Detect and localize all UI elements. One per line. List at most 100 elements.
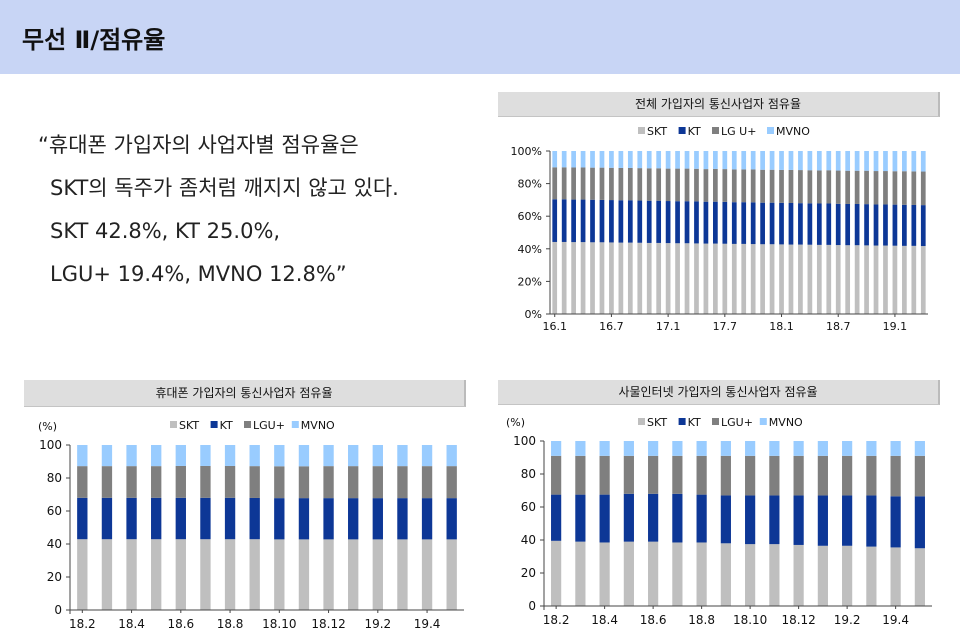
bar-segment-kt (627, 200, 633, 243)
bar-segment-skt (892, 245, 898, 314)
bar-segment-kt (864, 204, 869, 246)
bar-segment-skt (722, 243, 728, 314)
bar-segment-lgu (648, 455, 659, 494)
x-tick-label: 16.7 (599, 320, 624, 333)
bar-segment-skt (599, 242, 605, 314)
bar-segment-lgu (911, 171, 917, 205)
bar-segment-skt (249, 539, 260, 610)
quote-block: “휴대폰 가입자의 사업자별 점유율은 SKT의 독주가 좀처럼 깨지지 않고 … (38, 124, 498, 296)
bar-segment-skt (323, 539, 334, 610)
bar-segment-lgu (817, 455, 828, 496)
bar-segment-skt (175, 539, 186, 610)
bar-segment-skt (696, 542, 707, 606)
bar-segment-kt (599, 494, 610, 543)
bar-segment-mvno (274, 445, 285, 467)
legend-label: LGU+ (253, 419, 285, 432)
bar-segment-skt (672, 542, 683, 606)
bar-segment-lgu (793, 455, 804, 496)
bar-segment-kt (575, 494, 586, 542)
bar-segment-lgu (646, 168, 652, 201)
bar-segment-lgu (101, 466, 113, 498)
bar-segment-kt (779, 202, 784, 245)
bar-segment-kt (883, 204, 888, 246)
x-tick-label: 18.2 (69, 617, 96, 631)
bar-segment-skt (731, 243, 737, 314)
bar-segment-skt (575, 541, 586, 606)
y-tick-label: 40 (521, 533, 536, 547)
bar-segment-mvno (713, 151, 718, 169)
bar-segment-lgu (902, 171, 907, 205)
bar-segment-lgu (618, 167, 624, 201)
bar-segment-skt (599, 542, 610, 606)
bar-segment-mvno (151, 445, 162, 467)
bar-segment-kt (914, 496, 925, 549)
bar-segment-mvno (665, 151, 671, 169)
legend-swatch (712, 127, 719, 134)
bar-segment-kt (175, 497, 186, 540)
bar-segment-mvno (731, 151, 737, 170)
bar-segment-skt (421, 539, 433, 610)
bar-segment-kt (561, 199, 567, 242)
bar-segment-lgu (720, 455, 731, 496)
bar-segment-kt (646, 200, 652, 243)
bar-segment-lgu (769, 169, 775, 203)
y-tick-label: 20% (518, 275, 542, 288)
y-tick-label: 80 (47, 471, 62, 485)
bar-segment-kt (684, 201, 690, 244)
x-tick-label: 18.6 (640, 613, 667, 627)
legend-label: MVNO (769, 416, 803, 429)
bar-segment-mvno (609, 151, 614, 168)
legend-label: SKT (179, 419, 199, 432)
bar-segment-skt (769, 244, 775, 314)
unit-label: (%) (38, 420, 57, 433)
y-tick-label: 100 (39, 438, 62, 452)
bar-segment-mvno (580, 151, 586, 168)
bar-segment-kt (77, 497, 88, 540)
bar-segment-mvno (323, 445, 334, 467)
bar-segment-skt (883, 245, 888, 314)
bar-segment-lgu (672, 455, 683, 494)
bar-segment-lgu (224, 465, 236, 498)
bar-segment-lgu (826, 170, 832, 204)
x-tick-label: 18.6 (167, 617, 194, 631)
bar-segment-mvno (883, 151, 888, 172)
bar-segment-lgu (890, 455, 901, 497)
bar-segment-lgu (675, 168, 680, 202)
bar-segment-skt (816, 244, 822, 314)
bar-segment-lgu (713, 168, 718, 202)
bar-segment-lgu (77, 466, 88, 498)
bar-segment-kt (826, 203, 832, 245)
y-tick-label: 60 (521, 500, 536, 514)
x-tick-label: 18.8 (217, 617, 244, 631)
bar-segment-lgu (590, 167, 595, 200)
bar-segment-skt (779, 244, 784, 314)
bar-segment-skt (590, 242, 595, 314)
legend-label: SKT (647, 125, 667, 138)
bar-segment-skt (675, 243, 680, 314)
bar-segment-skt (665, 243, 671, 314)
bar-segment-skt (760, 244, 765, 314)
bar-segment-mvno (298, 445, 310, 467)
bar-segment-lgu (779, 169, 784, 203)
bar-segment-lgu (845, 170, 851, 204)
bar-segment-kt (713, 201, 718, 244)
bar-segment-lgu (842, 455, 853, 496)
bar-segment-lgu (854, 170, 860, 204)
bar-segment-mvno (720, 441, 731, 456)
bar-segment-skt (720, 543, 731, 606)
bar-segment-lgu (798, 170, 803, 204)
bar-segment-lgu (298, 466, 310, 499)
bar-segment-lgu (372, 466, 383, 499)
bar-segment-skt (623, 541, 634, 606)
bar-segment-skt (372, 539, 383, 610)
bar-segment-skt (835, 245, 841, 314)
bar-segment-lgu (873, 171, 879, 205)
bar-segment-lgu (151, 466, 162, 498)
bar-segment-skt (817, 545, 828, 606)
bar-segment-skt (126, 539, 137, 610)
y-tick-label: 80% (518, 178, 542, 191)
x-tick-label: 18.10 (733, 613, 767, 627)
bar-segment-skt (609, 242, 614, 314)
x-tick-label: 18.10 (262, 617, 296, 631)
bar-segment-mvno (672, 441, 683, 456)
